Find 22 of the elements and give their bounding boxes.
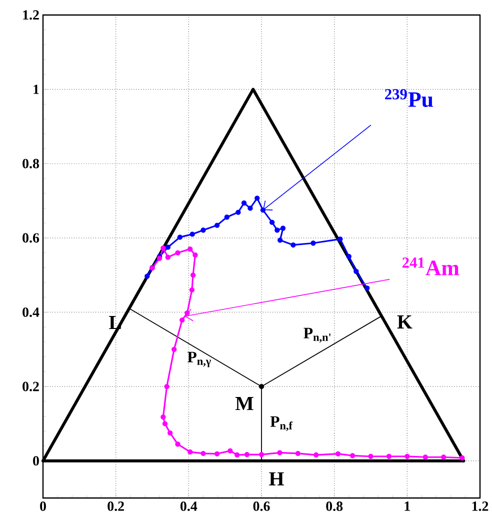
y-tick-label: 1.2 — [23, 10, 39, 20]
annotation: K — [397, 315, 412, 328]
x-tick-label: 0.2 — [108, 502, 124, 511]
x-tick-label: 0.6 — [253, 502, 270, 511]
annotation: P$_{n,γ}$ — [187, 352, 211, 368]
x-tick-label: 0.4 — [180, 502, 198, 511]
x-tick-label: 1 — [404, 502, 410, 511]
annotation: M — [235, 397, 254, 410]
x-tick-label: 0.8 — [326, 502, 343, 511]
y-tick-label: 0.8 — [22, 158, 40, 168]
y-tick-label: 0.6 — [22, 233, 40, 243]
annotation: H — [269, 472, 284, 486]
x-tick-label: 1.2 — [472, 502, 488, 511]
annotation: P$_{n,f}$ — [270, 416, 293, 432]
x-tick-label: 0 — [40, 502, 46, 511]
y-tick-label: 0.4 — [22, 307, 40, 317]
y-tick-label: 0 — [33, 456, 39, 466]
annotation: P$_{n,n'}$ — [304, 328, 331, 343]
y-tick-label: 1 — [34, 84, 39, 94]
y-tick-label: 0.2 — [22, 382, 39, 392]
annotation: $^{241}$Am — [402, 257, 460, 276]
annotation: $^{239}$Pu — [385, 89, 433, 108]
